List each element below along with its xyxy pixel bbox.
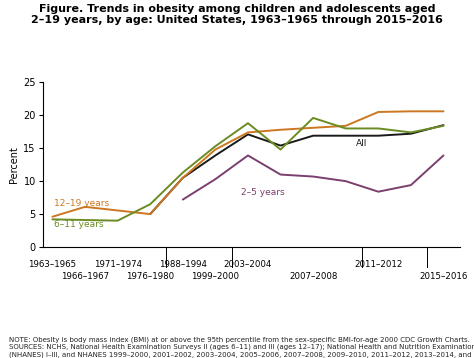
Text: 2011–2012: 2011–2012 [354,260,402,268]
Text: 1999–2000: 1999–2000 [191,272,239,281]
Text: 2003–2004: 2003–2004 [224,260,272,268]
Text: All: All [356,139,367,148]
Text: NOTE: Obesity is body mass index (BMI) at or above the 95th percentile from the : NOTE: Obesity is body mass index (BMI) a… [9,337,474,358]
Y-axis label: Percent: Percent [9,146,19,183]
Text: 2015–2016: 2015–2016 [419,272,468,281]
Text: 1971–1974: 1971–1974 [93,260,142,268]
Text: 1976–1980: 1976–1980 [126,272,174,281]
Text: 2–5 years: 2–5 years [241,188,285,197]
Text: 1963–1965: 1963–1965 [28,260,76,268]
Text: 2007–2008: 2007–2008 [289,272,337,281]
Text: 12–19 years: 12–19 years [54,199,109,208]
Text: Figure. Trends in obesity among children and adolescents aged
2–19 years, by age: Figure. Trends in obesity among children… [31,4,443,25]
Text: 6–11 years: 6–11 years [54,220,103,229]
Text: 1988–1994: 1988–1994 [159,260,207,268]
Text: 1966–1967: 1966–1967 [61,272,109,281]
